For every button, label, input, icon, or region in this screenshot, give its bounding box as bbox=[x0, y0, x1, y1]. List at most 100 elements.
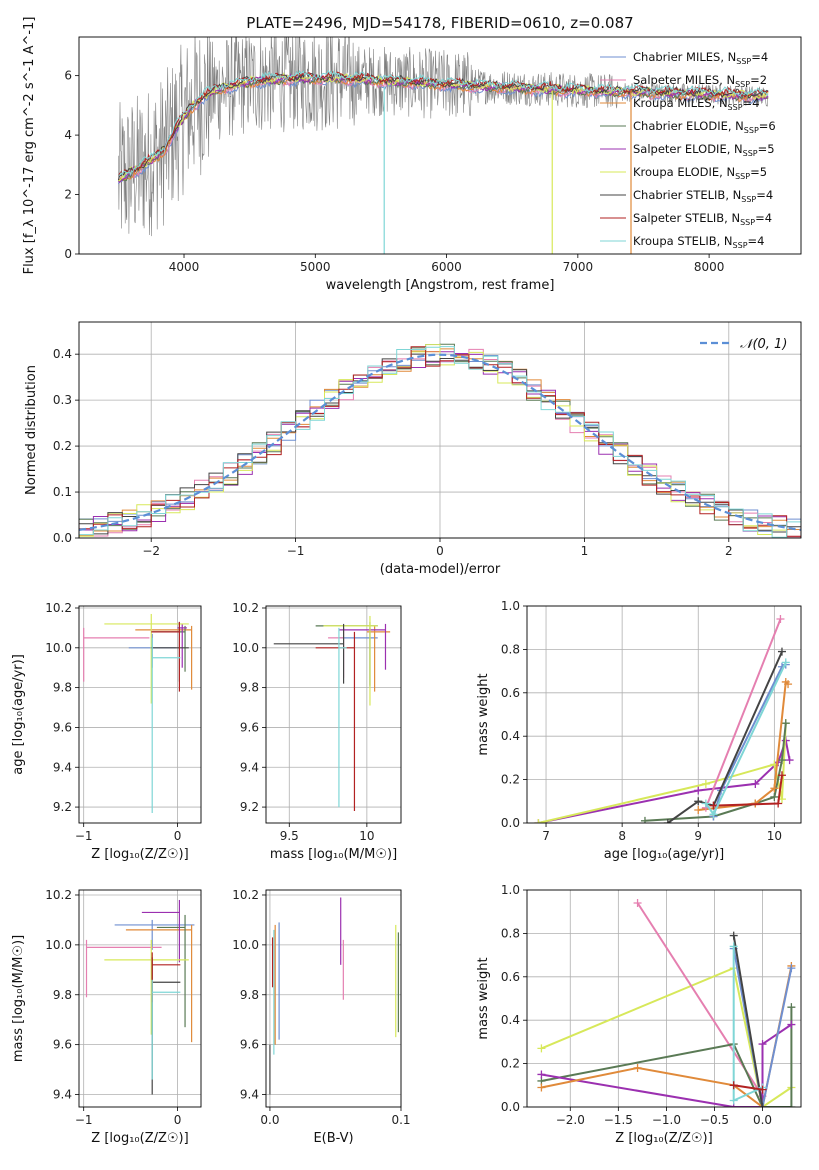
x-tick-label: 8 bbox=[618, 829, 626, 843]
weight-marker bbox=[770, 784, 779, 793]
weight-marker bbox=[701, 779, 710, 788]
y-tick-label: 10.2 bbox=[45, 601, 72, 615]
legend-label-tail: =6 bbox=[759, 119, 776, 133]
weight-line bbox=[704, 618, 782, 809]
legend-label: Kroupa ELODIE, NSSP=5 bbox=[633, 165, 767, 181]
x-tick-label: 7 bbox=[542, 829, 550, 843]
y-tick-label: 0.6 bbox=[501, 686, 520, 700]
weight-marker bbox=[729, 942, 738, 951]
y-tick-label: 9.6 bbox=[240, 720, 259, 734]
weight-marker bbox=[776, 615, 785, 624]
x-tick-label: −0.5 bbox=[700, 1113, 729, 1127]
y-tick-label: 0.0 bbox=[501, 816, 520, 830]
x-axis-label: Z [log₁₀(Z/Z☉)] bbox=[91, 1131, 188, 1146]
model-line bbox=[118, 69, 769, 176]
y-tick-label: 4 bbox=[64, 128, 72, 142]
weight-marker bbox=[787, 964, 796, 973]
legend-label-text: Kroupa ELODIE, N bbox=[633, 165, 735, 179]
legend-label-tail: =4 bbox=[755, 211, 772, 225]
y-tick-label: 0.4 bbox=[501, 729, 520, 743]
y-tick-label: 10.2 bbox=[45, 888, 72, 902]
legend-label-sub: SSP bbox=[735, 80, 750, 89]
x-tick-label: 0.0 bbox=[260, 1113, 279, 1127]
weight-line bbox=[541, 966, 792, 1107]
plot-frame bbox=[265, 889, 402, 1108]
x-tick-label: −2.0 bbox=[556, 1113, 585, 1127]
x-tick-label: 10 bbox=[359, 829, 374, 843]
weight-marker bbox=[729, 931, 738, 940]
x-axis-label: age [log₁₀(age/yr)] bbox=[604, 847, 725, 862]
weight_vs_age-axes: 7 8 9 10 0.0 0.2 0.4 0.6 0.8 1.0 age [log₁₀(age/yr… bbox=[476, 599, 802, 862]
weight-marker bbox=[729, 1081, 738, 1090]
weight-marker bbox=[781, 658, 790, 667]
weight-marker bbox=[777, 771, 786, 780]
plot-frame bbox=[526, 889, 802, 1108]
weight-marker bbox=[758, 1085, 767, 1094]
legend-label-text: Salpeter STELIB, N bbox=[633, 211, 740, 225]
legend-label-sub: SSP bbox=[741, 195, 756, 204]
x-tick-label: 0 bbox=[174, 829, 182, 843]
weight-line bbox=[644, 723, 787, 822]
x-tick-label: −1 bbox=[75, 1113, 93, 1127]
x-tick-label: 5000 bbox=[300, 260, 331, 274]
figure-title: PLATE=2496, MJD=54178, FIBERID=0610, z=0… bbox=[246, 14, 633, 32]
weight-marker bbox=[787, 1003, 796, 1012]
weight-marker bbox=[785, 756, 794, 765]
weight-line bbox=[732, 948, 793, 1107]
y-tick-label: 10.0 bbox=[232, 938, 259, 952]
model-line bbox=[117, 71, 769, 177]
y-tick-label: 0.8 bbox=[501, 642, 520, 656]
legend-label-text: Chabrier STELIB, N bbox=[633, 188, 741, 202]
weight-marker bbox=[787, 1103, 796, 1107]
spectrum-data-line bbox=[118, 37, 769, 237]
weight-marker bbox=[770, 792, 779, 801]
x-axis-label: E(B-V) bbox=[313, 1131, 353, 1146]
weight-marker bbox=[729, 1096, 738, 1105]
weight-marker bbox=[709, 801, 718, 810]
legend-label-tail: =4 bbox=[743, 96, 760, 110]
gaussian-curve bbox=[79, 353, 801, 531]
weight-marker bbox=[534, 819, 543, 823]
weight-marker bbox=[694, 805, 703, 814]
legend-label-text: Salpeter ELODIE, N bbox=[633, 142, 743, 156]
x-axis-label: mass [log₁₀(M/M☉)] bbox=[270, 847, 397, 862]
y-axis-label: age [log₁₀(age/yr)] bbox=[11, 654, 26, 775]
y-tick-label: 0.2 bbox=[501, 773, 520, 787]
errorbars bbox=[83, 613, 193, 814]
plot-frame bbox=[265, 605, 402, 824]
y-tick-label: 10.2 bbox=[232, 601, 259, 615]
weight-line bbox=[636, 902, 764, 1097]
x-tick-label: 0 bbox=[174, 1113, 182, 1127]
legend-label-sub: SSP bbox=[744, 126, 759, 135]
y-tick-label: 0.8 bbox=[501, 926, 520, 940]
x-tick-label: 0.0 bbox=[753, 1113, 772, 1127]
x-tick-label: 10 bbox=[767, 829, 782, 843]
weight-marker bbox=[694, 797, 703, 806]
y-tick-label: 0.0 bbox=[53, 531, 72, 545]
y-tick-label: 0.1 bbox=[53, 485, 72, 499]
legend-label-tail: =5 bbox=[758, 142, 775, 156]
plot-frame bbox=[78, 605, 202, 824]
legend-label: Salpeter MILES, NSSP=2 bbox=[633, 73, 767, 89]
legend-label-sub: SSP bbox=[735, 172, 750, 181]
x-tick-label: 0 bbox=[436, 544, 444, 558]
weight-marker bbox=[774, 799, 783, 808]
weight-marker bbox=[751, 779, 760, 788]
y-axis-label: mass weight bbox=[476, 673, 491, 755]
x-tick-label: 8000 bbox=[694, 260, 725, 274]
legend-label: 𝒩(0, 1) bbox=[740, 337, 787, 352]
y-axis-label: mass [log₁₀(M/M☉)] bbox=[11, 935, 26, 1062]
legend-label-tail: =4 bbox=[751, 50, 768, 64]
histogram-step bbox=[79, 353, 801, 538]
legend-label: Kroupa STELIB, NSSP=4 bbox=[633, 234, 764, 250]
y-tick-label: 9.8 bbox=[240, 988, 259, 1002]
weight-marker bbox=[777, 756, 786, 765]
mass_vs_EBV-axes: 0.0 0.1 9.4 9.6 9.8 10.0 10.2 E(B-V) bbox=[232, 888, 410, 1146]
weight-line bbox=[733, 1084, 763, 1091]
y-tick-label: 0.2 bbox=[501, 1057, 520, 1071]
y-tick-label: 2 bbox=[64, 188, 72, 202]
weight-marker bbox=[781, 719, 790, 728]
legend-label-text: Salpeter MILES, N bbox=[633, 73, 735, 87]
y-tick-label: 9.4 bbox=[240, 760, 259, 774]
